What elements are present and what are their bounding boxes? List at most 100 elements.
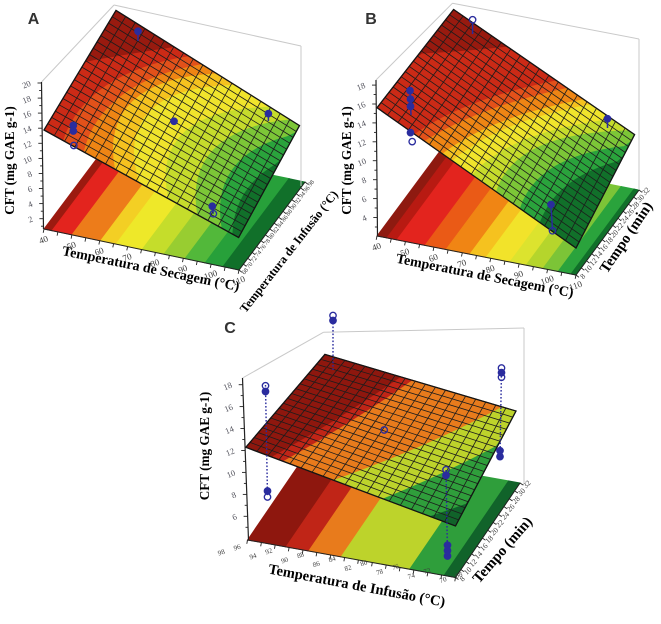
svg-text:70: 70 [121,251,133,264]
svg-text:98: 98 [217,548,227,558]
svg-text:74: 74 [407,571,417,581]
svg-text:90: 90 [513,268,525,281]
svg-text:68: 68 [241,267,250,276]
svg-text:A: A [28,11,40,28]
svg-text:12: 12 [224,446,236,458]
svg-text:94: 94 [298,190,308,200]
svg-text:76: 76 [391,562,401,572]
svg-text:98: 98 [307,179,316,188]
svg-text:70: 70 [456,257,468,270]
svg-text:32: 32 [521,478,533,490]
svg-text:8: 8 [26,169,34,180]
svg-text:8: 8 [360,175,368,186]
svg-text:86: 86 [280,214,289,223]
svg-text:72: 72 [249,255,258,264]
svg-text:18: 18 [603,235,615,247]
svg-text:16: 16 [355,99,367,111]
svg-text:B: B [365,11,377,28]
svg-text:80: 80 [267,232,276,241]
svg-text:24: 24 [499,510,511,522]
svg-text:96: 96 [233,543,243,553]
svg-text:74: 74 [254,249,264,259]
svg-text:80: 80 [484,263,496,276]
svg-text:40: 40 [38,233,50,246]
svg-text:96: 96 [302,185,311,194]
svg-text:90: 90 [177,263,189,276]
svg-text:10: 10 [356,156,368,168]
svg-text:2: 2 [26,214,34,225]
svg-text:92: 92 [264,546,274,556]
svg-text:100: 100 [539,273,556,287]
svg-text:20: 20 [608,228,620,240]
svg-text:C: C [224,320,236,337]
svg-text:18: 18 [222,380,234,392]
svg-text:84: 84 [328,554,338,564]
svg-text:78: 78 [263,238,272,247]
svg-text:30: 30 [515,486,527,498]
svg-text:10: 10 [462,565,474,577]
svg-text:12: 12 [356,137,368,149]
svg-text:28: 28 [510,494,522,506]
svg-text:70: 70 [245,261,254,270]
svg-text:100: 100 [203,268,220,282]
svg-text:20: 20 [21,78,33,90]
svg-text:12: 12 [21,138,33,150]
svg-text:24: 24 [619,214,631,226]
svg-text:50: 50 [65,239,77,252]
svg-text:20: 20 [489,525,501,537]
svg-text:92: 92 [293,196,302,205]
svg-text:80: 80 [359,558,369,568]
svg-text:80: 80 [149,257,161,270]
svg-text:6: 6 [360,194,368,205]
svg-text:14: 14 [593,249,605,261]
svg-text:10: 10 [582,263,594,275]
svg-text:60: 60 [427,251,439,264]
svg-text:88: 88 [296,550,306,560]
svg-text:18: 18 [355,80,367,92]
svg-text:8: 8 [230,489,238,500]
svg-text:16: 16 [478,541,490,553]
svg-text:16: 16 [21,108,33,120]
svg-text:110: 110 [568,279,584,293]
svg-text:CFT (mg GAE g-1): CFT (mg GAE g-1) [339,106,354,215]
svg-text:28: 28 [629,199,641,211]
svg-text:6: 6 [26,184,34,195]
svg-text:76: 76 [258,243,267,252]
svg-text:30: 30 [635,192,647,204]
svg-text:16: 16 [223,402,235,414]
svg-text:4: 4 [26,198,34,209]
svg-text:12: 12 [467,557,479,569]
svg-text:68: 68 [454,570,464,580]
svg-text:82: 82 [344,563,354,573]
svg-text:78: 78 [375,567,385,577]
svg-text:94: 94 [249,551,259,561]
svg-text:70: 70 [439,575,449,585]
svg-text:18: 18 [483,533,495,545]
svg-text:4: 4 [360,212,368,223]
svg-text:50: 50 [399,246,411,259]
svg-text:10: 10 [225,467,237,479]
svg-text:82: 82 [271,226,280,235]
svg-text:26: 26 [624,206,636,218]
svg-text:10: 10 [22,153,34,165]
svg-text:8: 8 [458,574,467,583]
svg-text:8: 8 [578,272,587,281]
svg-text:86: 86 [312,559,322,569]
svg-text:12: 12 [587,256,599,268]
svg-text:22: 22 [494,518,506,530]
svg-text:26: 26 [505,502,517,514]
svg-text:22: 22 [614,221,626,233]
svg-text:CFT (mg GAE g-1): CFT (mg GAE g-1) [2,106,17,215]
svg-text:6: 6 [231,511,239,522]
svg-text:CFT (mg GAE g-1): CFT (mg GAE g-1) [197,392,212,501]
svg-text:60: 60 [93,245,105,258]
svg-text:110: 110 [231,274,247,288]
svg-text:72: 72 [423,566,433,576]
svg-text:16: 16 [598,242,610,254]
svg-text:90: 90 [280,555,290,565]
svg-text:14: 14 [472,549,484,561]
svg-text:90: 90 [289,202,298,211]
svg-text:84: 84 [276,219,286,229]
svg-text:18: 18 [21,93,33,105]
svg-text:40: 40 [371,240,383,253]
